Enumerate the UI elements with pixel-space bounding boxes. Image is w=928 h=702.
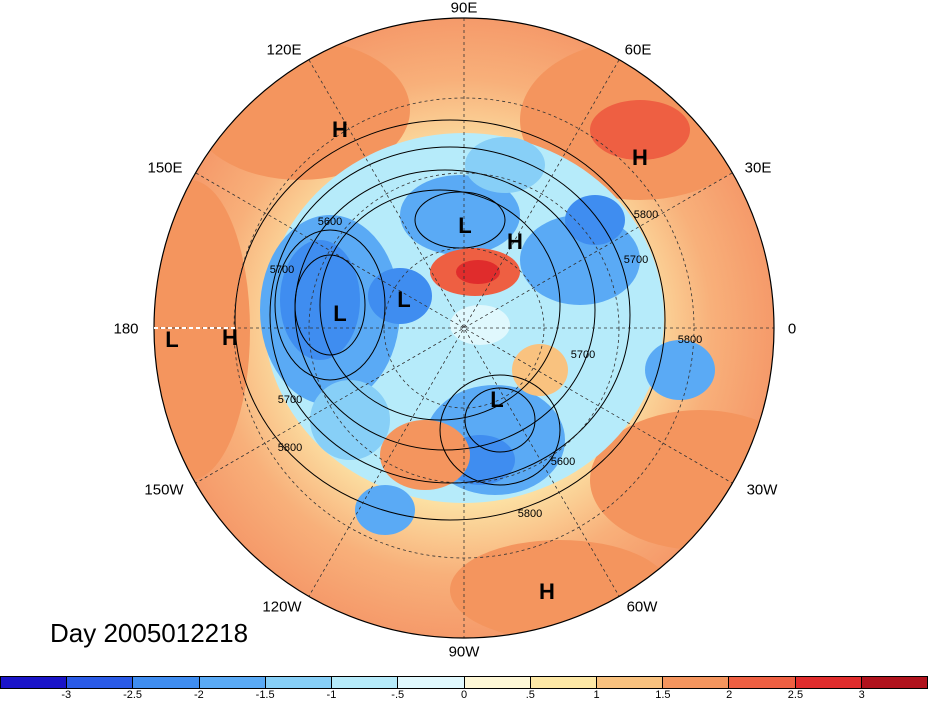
- colorbar-swatch: [464, 677, 531, 688]
- colorbar-tick-label: -1.5: [255, 689, 275, 701]
- colorbar-swatch: [67, 677, 134, 688]
- longitude-label: 90W: [448, 643, 480, 661]
- colorbar-swatch: [265, 677, 333, 688]
- longitude-label: 90E: [450, 0, 478, 17]
- colorbar-swatch: [398, 677, 465, 688]
- high-pressure-marker: H: [332, 117, 348, 142]
- contour-label: 5800: [277, 442, 303, 454]
- colorbar: [0, 676, 928, 689]
- colorbar-swatch: [199, 677, 266, 688]
- longitude-label: 180: [113, 320, 139, 338]
- contour-label: 5700: [269, 264, 295, 276]
- colorbar-swatch: [596, 677, 664, 688]
- colorbar-tick-label: 3: [858, 689, 865, 701]
- longitude-label: 60E: [624, 41, 652, 59]
- contour-label: 5800: [677, 334, 703, 346]
- colorbar-swatch: [795, 677, 862, 688]
- contour-label: 5700: [570, 349, 596, 361]
- colorbar-swatch: [133, 677, 200, 688]
- colorbar-tick-label: 0: [460, 689, 468, 701]
- contour-label: 5800: [517, 508, 543, 520]
- colorbar-swatch: [1, 677, 68, 688]
- colorbar-swatch: [729, 677, 796, 688]
- longitude-label: 150W: [144, 481, 184, 499]
- colorbar-swatch: [663, 677, 730, 688]
- colorbar-tick-label: -2: [193, 689, 204, 701]
- colorbar-tick-label: -3: [61, 689, 72, 701]
- contour-label: 5600: [317, 216, 343, 228]
- low-pressure-marker: L: [165, 327, 179, 352]
- longitude-label: 30E: [744, 159, 772, 177]
- contour-label: 5700: [623, 254, 649, 266]
- high-pressure-marker: H: [507, 229, 523, 254]
- low-pressure-marker: L: [397, 287, 411, 312]
- longitude-label: 150E: [147, 159, 183, 177]
- height-contours: [234, 119, 666, 521]
- colorbar-tick-label: -1: [326, 689, 337, 701]
- colorbar-tick-label: 2.5: [787, 689, 804, 701]
- contour-label: 5600: [550, 456, 576, 468]
- colorbar-tick-label: 1.5: [655, 689, 671, 701]
- colorbar-swatch: [332, 677, 399, 688]
- colorbar-tick-label: 2: [726, 689, 733, 701]
- high-pressure-marker: H: [222, 325, 238, 350]
- colorbar-tick-label: .5: [525, 689, 535, 701]
- longitude-label: 30W: [746, 481, 778, 499]
- graticule: [154, 18, 774, 638]
- colorbar-swatch: [861, 677, 928, 688]
- colorbar-swatch: [530, 677, 597, 688]
- high-pressure-marker: H: [539, 579, 555, 604]
- contour-label: 5800: [633, 209, 659, 221]
- contour-label: 5700: [277, 394, 303, 406]
- date-title: Day 2005012218: [50, 618, 249, 648]
- colorbar-tick-label: -2.5: [123, 689, 143, 701]
- anomaly-field: [154, 18, 774, 638]
- longitude-label: 0: [787, 320, 797, 338]
- longitude-label: 120E: [266, 41, 302, 59]
- low-pressure-marker: L: [458, 213, 472, 238]
- colorbar-tick-label: -.5: [391, 689, 405, 701]
- longitude-label: 120W: [262, 598, 302, 616]
- high-pressure-marker: H: [632, 145, 648, 170]
- low-pressure-marker: L: [333, 301, 347, 326]
- low-pressure-marker: L: [490, 387, 504, 412]
- colorbar-tick-label: 1: [593, 689, 600, 701]
- longitude-label: 60W: [626, 598, 658, 616]
